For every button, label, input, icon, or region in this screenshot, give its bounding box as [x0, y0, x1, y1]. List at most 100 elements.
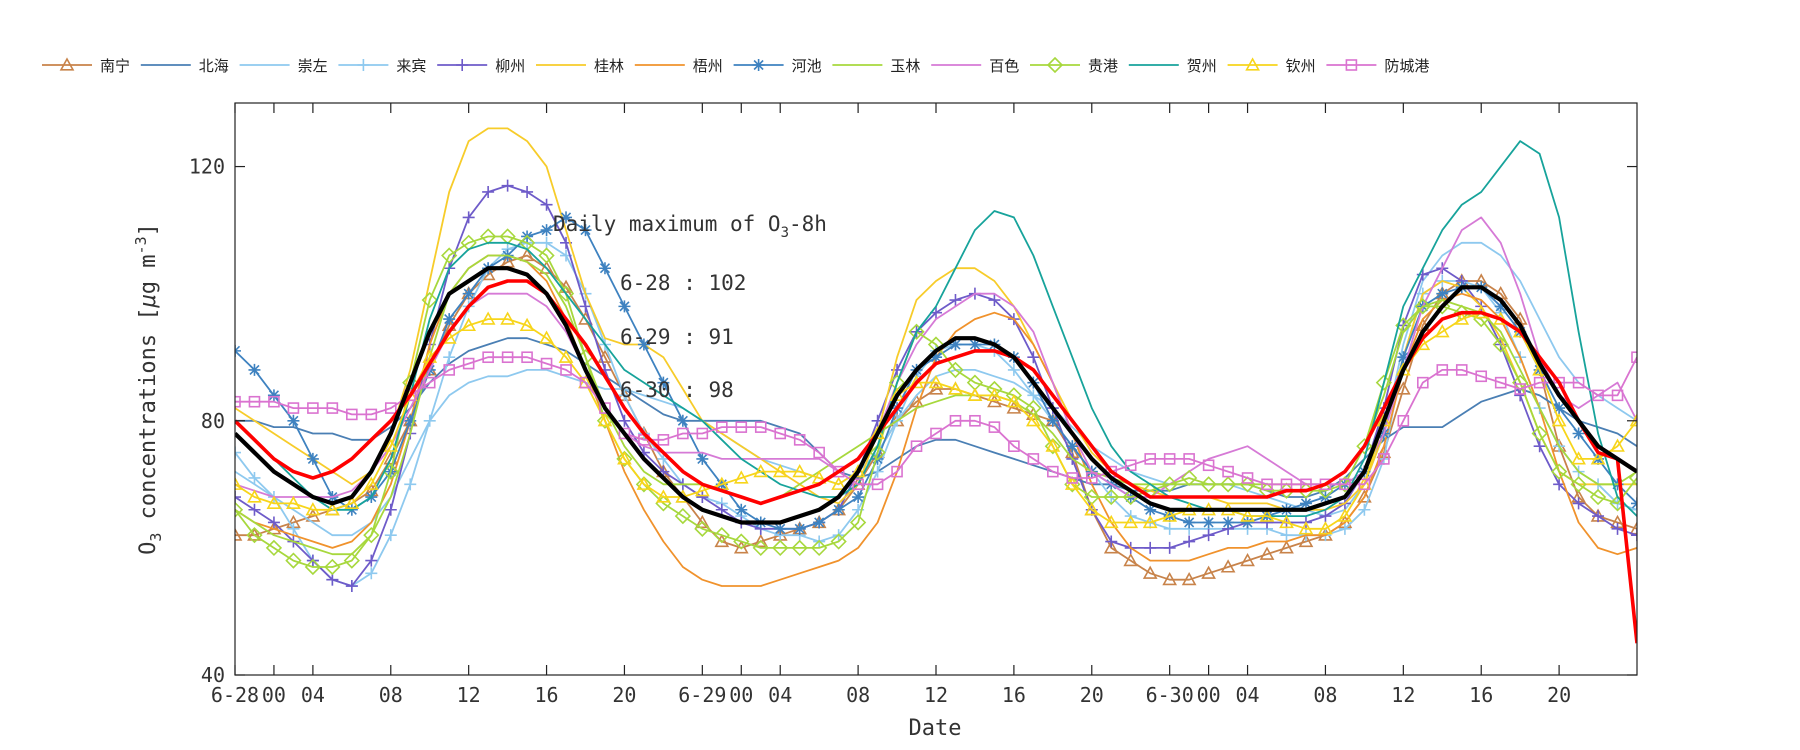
series-line: [235, 184, 1637, 587]
series-line: [235, 279, 1637, 644]
series-point: [597, 349, 613, 363]
series-point: [1455, 364, 1468, 376]
legend-label: 钦州: [1286, 57, 1316, 75]
series-point: [235, 395, 241, 408]
series-point: [1397, 351, 1410, 364]
x-tick-label: 12: [1391, 683, 1415, 707]
series-point: [579, 224, 592, 237]
series-point: [1572, 497, 1585, 510]
series-point: [482, 185, 495, 198]
series-point: [501, 351, 514, 364]
series-point: [852, 478, 864, 491]
series-point: [987, 387, 1002, 401]
series-point: [1533, 440, 1546, 453]
series-layer: [235, 127, 1637, 644]
series-point: [949, 414, 962, 427]
series-point: [871, 465, 884, 478]
series-point: [268, 395, 280, 408]
series-10: [235, 228, 1637, 576]
series-point: [735, 421, 748, 433]
series-point: [1006, 400, 1022, 414]
legend-label: 桂林: [594, 57, 624, 75]
series-point: [1572, 427, 1585, 440]
series-point: [1123, 552, 1139, 567]
series-point: [519, 317, 535, 332]
series-point: [832, 503, 845, 516]
legend-entry: 来宾: [338, 57, 426, 75]
series-point: [1162, 572, 1178, 586]
legend-label: 北海: [199, 57, 229, 75]
series-point: [1085, 472, 1098, 484]
y-tick-label: 40: [201, 663, 225, 687]
series-point: [1183, 453, 1195, 465]
series-point: [1570, 476, 1587, 493]
series-point: [235, 476, 243, 490]
series-point: [733, 540, 749, 554]
series-point: [267, 516, 280, 529]
series-point: [869, 444, 886, 461]
series-1: [235, 337, 1637, 498]
series-line: [235, 337, 1637, 498]
series-point: [949, 338, 962, 351]
series-14: [235, 279, 1637, 644]
series-point: [733, 533, 750, 550]
series-point: [560, 364, 572, 376]
series-point: [1163, 453, 1176, 465]
series-point: [384, 503, 397, 516]
series-point: [404, 478, 417, 491]
series-point: [248, 363, 261, 376]
legend-label: 贺州: [1187, 57, 1217, 75]
series-point: [791, 539, 808, 557]
series-line: [235, 140, 1637, 517]
series-point: [235, 527, 243, 541]
series-point: [618, 389, 631, 402]
series-point: [1202, 516, 1215, 529]
series-point: [852, 491, 865, 504]
series-point: [521, 185, 534, 198]
series-point: [1610, 438, 1625, 452]
series-point: [1378, 453, 1390, 465]
x-tick-label: 20: [612, 683, 636, 707]
series-point: [696, 491, 709, 504]
series-point: [461, 317, 477, 332]
x-tick-label: 04: [301, 683, 325, 707]
series-point: [539, 260, 554, 274]
series-point: [714, 533, 730, 548]
legend-label: 柳州: [495, 57, 525, 75]
series-point: [733, 470, 749, 484]
series-point: [383, 438, 399, 452]
y-tick-label: 120: [189, 155, 225, 179]
series-point: [1084, 502, 1100, 516]
series-point: [462, 211, 475, 224]
series-point: [1219, 476, 1237, 493]
legend-label: 百色: [989, 57, 1019, 75]
series-point: [987, 394, 1002, 408]
series-point: [1492, 336, 1509, 353]
legend: 南宁 北海 崇左 来宾 柳州 桂林 梧州 河池 玉林 百色 贵港 贺州 钦州 防城港: [42, 56, 1429, 75]
series-point: [1105, 535, 1118, 548]
legend-entry: 贺州: [1128, 57, 1217, 75]
series-point: [1533, 376, 1546, 389]
series-point: [598, 262, 611, 275]
annotation-line-0630: 6-30 : 98: [620, 378, 734, 402]
series-point: [1357, 489, 1372, 503]
series-point: [1319, 510, 1332, 523]
series-point: [968, 338, 981, 351]
x-tick-label: 16: [1002, 683, 1026, 707]
series-point: [988, 421, 1001, 433]
series-point: [363, 476, 379, 490]
legend-entry: 北海: [140, 57, 229, 75]
series-point: [694, 520, 711, 537]
series-point: [1494, 300, 1507, 313]
series-point: [1318, 521, 1333, 535]
series-point: [1200, 476, 1217, 493]
series-point: [1142, 565, 1158, 579]
series-point: [1241, 472, 1254, 484]
series-point: [557, 285, 575, 302]
series-point: [930, 351, 942, 364]
series-point: [1240, 508, 1255, 522]
series-point: [677, 427, 689, 440]
series-point: [1027, 389, 1040, 402]
series-point: [539, 330, 554, 344]
